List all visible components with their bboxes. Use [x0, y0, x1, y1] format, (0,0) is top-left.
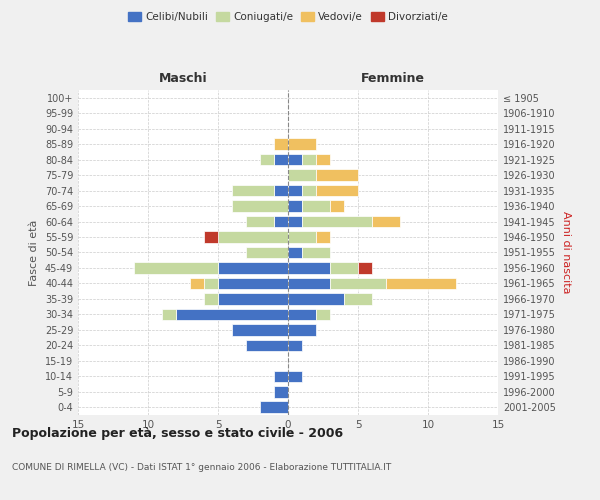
- Bar: [288, 200, 302, 212]
- Bar: [288, 231, 316, 243]
- Bar: [288, 246, 302, 258]
- Bar: [274, 185, 288, 196]
- Bar: [162, 308, 176, 320]
- Bar: [302, 200, 330, 212]
- Text: COMUNE DI RIMELLA (VC) - Dati ISTAT 1° gennaio 2006 - Elaborazione TUTTITALIA.IT: COMUNE DI RIMELLA (VC) - Dati ISTAT 1° g…: [12, 462, 391, 471]
- Bar: [302, 154, 316, 166]
- Y-axis label: Anni di nascita: Anni di nascita: [561, 211, 571, 294]
- Bar: [386, 278, 456, 289]
- Bar: [288, 370, 302, 382]
- Bar: [176, 308, 288, 320]
- Bar: [302, 216, 372, 228]
- Bar: [246, 216, 274, 228]
- Bar: [288, 154, 302, 166]
- Text: Popolazione per età, sesso e stato civile - 2006: Popolazione per età, sesso e stato civil…: [12, 428, 343, 440]
- Bar: [288, 308, 316, 320]
- Y-axis label: Fasce di età: Fasce di età: [29, 220, 39, 286]
- Bar: [330, 278, 386, 289]
- Bar: [190, 278, 204, 289]
- Bar: [246, 340, 288, 351]
- Bar: [274, 138, 288, 150]
- Legend: Celibi/Nubili, Coniugati/e, Vedovi/e, Divorziati/e: Celibi/Nubili, Coniugati/e, Vedovi/e, Di…: [124, 8, 452, 26]
- Bar: [204, 231, 218, 243]
- Bar: [316, 170, 358, 181]
- Bar: [316, 308, 330, 320]
- Bar: [260, 402, 288, 413]
- Bar: [330, 262, 358, 274]
- Text: Femmine: Femmine: [361, 72, 425, 85]
- Bar: [274, 216, 288, 228]
- Bar: [302, 185, 316, 196]
- Bar: [134, 262, 218, 274]
- Bar: [358, 262, 372, 274]
- Bar: [288, 340, 302, 351]
- Bar: [302, 246, 330, 258]
- Bar: [288, 293, 344, 304]
- Bar: [274, 370, 288, 382]
- Bar: [218, 231, 288, 243]
- Bar: [316, 231, 330, 243]
- Bar: [232, 200, 288, 212]
- Bar: [218, 262, 288, 274]
- Bar: [288, 262, 330, 274]
- Bar: [274, 386, 288, 398]
- Bar: [260, 154, 274, 166]
- Bar: [232, 185, 274, 196]
- Bar: [246, 246, 288, 258]
- Bar: [218, 293, 288, 304]
- Bar: [288, 185, 302, 196]
- Bar: [372, 216, 400, 228]
- Bar: [274, 154, 288, 166]
- Bar: [232, 324, 288, 336]
- Bar: [218, 278, 288, 289]
- Bar: [316, 154, 330, 166]
- Bar: [204, 278, 218, 289]
- Bar: [330, 200, 344, 212]
- Bar: [344, 293, 372, 304]
- Bar: [288, 170, 316, 181]
- Bar: [288, 138, 316, 150]
- Bar: [204, 293, 218, 304]
- Bar: [288, 324, 316, 336]
- Bar: [316, 185, 358, 196]
- Bar: [288, 216, 302, 228]
- Bar: [288, 278, 330, 289]
- Text: Maschi: Maschi: [158, 72, 208, 85]
